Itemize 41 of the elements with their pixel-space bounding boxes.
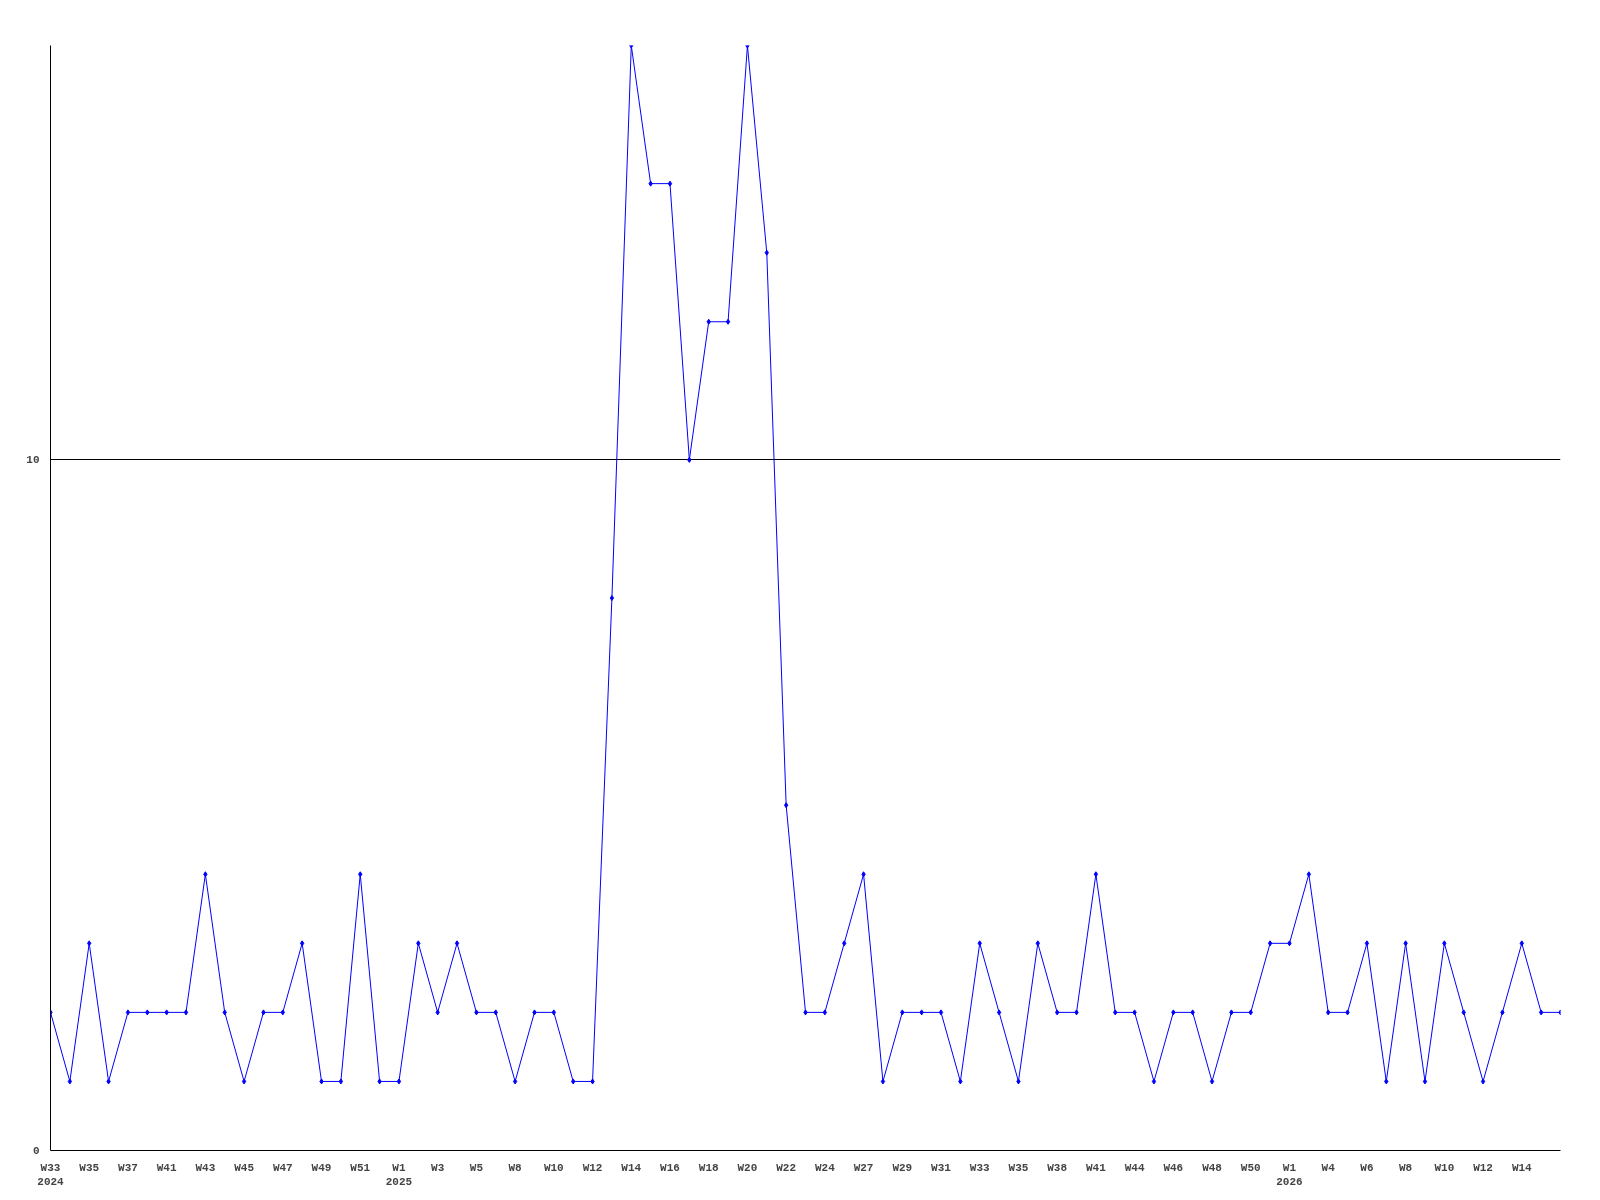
x-tick-label: W46 <box>1163 1161 1184 1174</box>
x-tick-label: W1 2026 <box>1276 1161 1303 1188</box>
x-tick-label: W43 <box>195 1161 216 1174</box>
x-tick-label: W29 <box>892 1161 913 1174</box>
x-tick-label: W48 <box>1202 1161 1223 1174</box>
x-tick-label: W38 <box>1047 1161 1068 1174</box>
y-tick-label: 10 <box>26 454 40 467</box>
x-tick-label: W24 <box>814 1161 836 1174</box>
x-tick-label: W8 <box>508 1161 523 1174</box>
x-tick-label: W4 <box>1321 1161 1336 1174</box>
x-tick-label: W16 <box>660 1161 680 1174</box>
x-tick-label: W18 <box>698 1161 720 1174</box>
x-tick-label: W5 <box>469 1161 484 1174</box>
x-tick-label: W41 <box>156 1161 177 1174</box>
x-tick-label: W14 <box>621 1161 642 1174</box>
x-tick-label: W6 <box>1360 1161 1374 1174</box>
x-tick-label: W1 2025 <box>385 1161 413 1188</box>
y-tick-label: 0 <box>32 1145 40 1157</box>
x-tick-label: W31 <box>931 1161 952 1174</box>
x-tick-label: W51 <box>350 1161 371 1174</box>
x-tick-label: W37 <box>118 1161 138 1174</box>
x-tick-label: W49 <box>311 1161 332 1174</box>
x-tick-label: W10 <box>1434 1161 1455 1174</box>
x-tick-label: W44 <box>1124 1161 1145 1174</box>
x-tick-label: W22 <box>776 1161 797 1174</box>
x-tick-label: W45 <box>234 1161 255 1174</box>
x-tick-label: W41 <box>1085 1161 1107 1174</box>
x-tick-label: W33 2024 <box>37 1161 65 1188</box>
x-tick-label: W3 <box>431 1161 445 1174</box>
x-tick-label: W8 <box>1399 1161 1413 1174</box>
x-tick-label: W12 <box>582 1161 603 1174</box>
x-tick-label: W35 <box>79 1161 100 1174</box>
x-tick-label: W47 <box>272 1161 293 1174</box>
x-tick-label: W14 <box>1511 1161 1533 1174</box>
x-tick-label: W33 <box>969 1161 991 1174</box>
x-tick-label: W20 <box>737 1161 758 1174</box>
x-tick-label: W10 <box>543 1161 564 1174</box>
x-tick-label: W12 <box>1473 1161 1493 1174</box>
x-tick-label: W35 <box>1008 1161 1029 1174</box>
x-tick-label: W50 <box>1240 1161 1261 1174</box>
x-tick-label: W27 <box>853 1161 874 1174</box>
